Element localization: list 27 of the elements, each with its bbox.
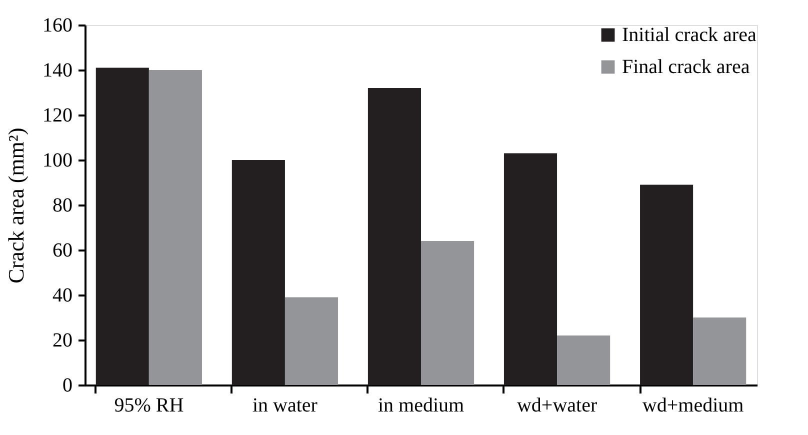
y-tick-label: 0 (62, 374, 72, 396)
bar (284, 297, 338, 385)
bar (640, 184, 694, 385)
x-tick-label: in water (252, 394, 318, 416)
y-axis-title: Crack area (mm²) (4, 128, 28, 284)
bar (148, 70, 202, 385)
bar (504, 153, 558, 385)
bar (557, 336, 610, 385)
x-tick-label: in medium (378, 394, 464, 416)
bar (96, 68, 149, 385)
bar (368, 88, 421, 385)
y-tick-label: 120 (42, 104, 72, 126)
y-tick-label: 160 (42, 14, 72, 36)
y-tick-label: 80 (52, 194, 72, 216)
bar (693, 318, 746, 385)
y-tick-label: 20 (52, 330, 72, 352)
y-tick-label: 60 (52, 240, 72, 262)
bar (232, 160, 285, 385)
y-tick-label: 40 (52, 284, 72, 306)
legend-label: Final crack area (622, 56, 750, 78)
legend-label: Initial crack area (622, 24, 756, 46)
y-tick-label: 140 (42, 60, 72, 82)
x-tick-label: wd+medium (642, 394, 744, 416)
y-tick-label: 100 (42, 150, 72, 172)
bar (421, 241, 474, 385)
x-tick-label: wd+water (516, 394, 598, 416)
x-tick-label: 95% RH (114, 394, 184, 416)
